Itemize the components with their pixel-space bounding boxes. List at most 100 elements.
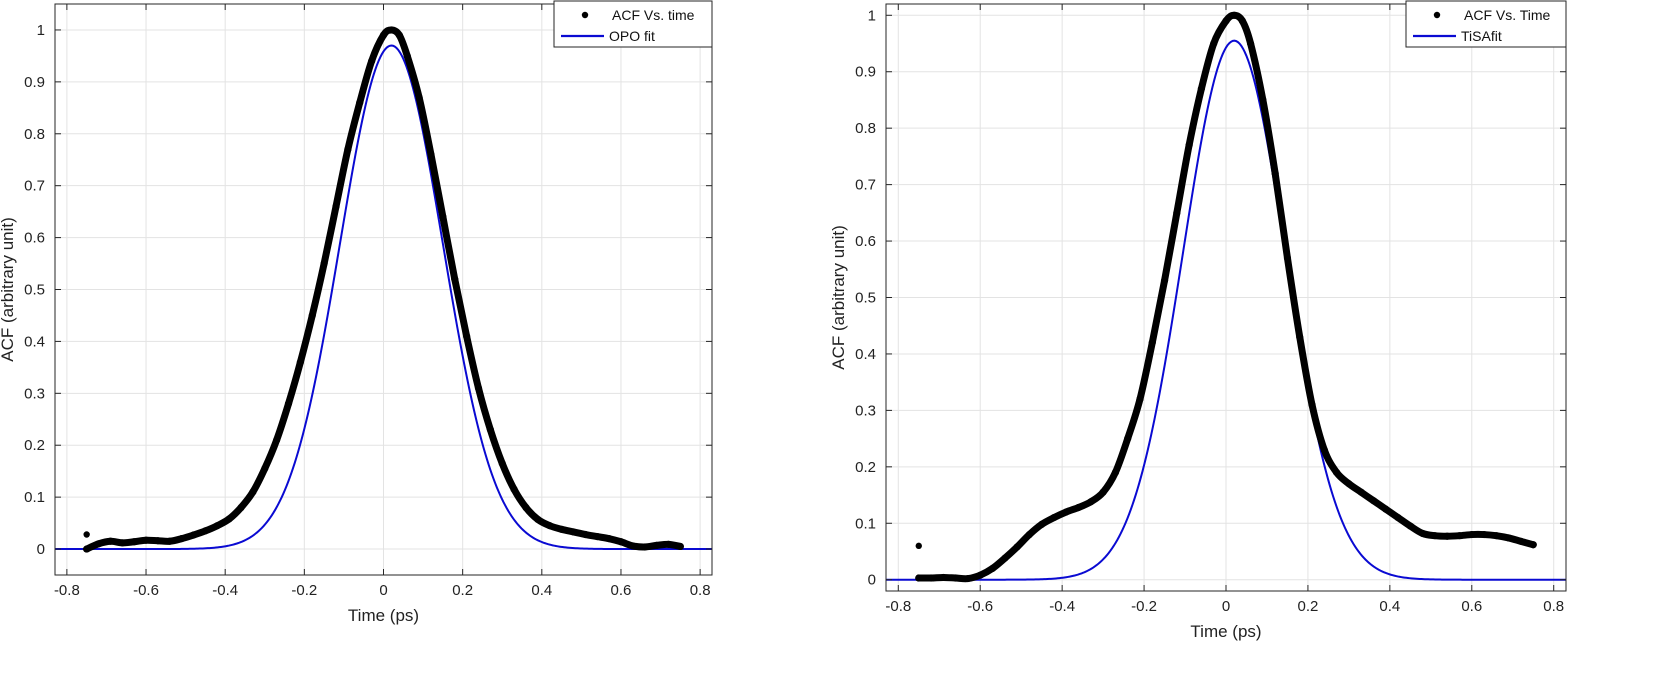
- data-point: [927, 574, 935, 582]
- legend-entry-data: ACF Vs. time: [612, 7, 695, 23]
- grid-lines: [55, 4, 712, 575]
- x-tick-label: 0.8: [1543, 598, 1564, 615]
- x-tick-label: 0.4: [1379, 598, 1400, 615]
- legend-entry-fit: TiSAfit: [1461, 28, 1502, 44]
- data-point: [1246, 39, 1255, 48]
- x-tick-label: -0.2: [291, 582, 317, 599]
- data-point: [237, 503, 245, 512]
- data-point: [1455, 532, 1464, 540]
- y-tick-label: 0.5: [855, 290, 876, 307]
- y-tick-label: 0.8: [24, 126, 45, 143]
- data-point: [178, 535, 186, 543]
- data-point: [1357, 488, 1365, 496]
- data-point: [915, 574, 923, 582]
- data-point: [1419, 529, 1427, 538]
- data-point: [1259, 96, 1267, 104]
- data-point: [976, 571, 984, 579]
- data-point: [546, 522, 554, 530]
- data-point: [403, 52, 411, 60]
- data-point: [439, 213, 447, 221]
- data-point: [1050, 514, 1058, 522]
- x-tick-label: 0: [379, 582, 387, 599]
- data-point: [629, 542, 637, 550]
- data-point: [676, 542, 684, 551]
- data-point: [130, 538, 138, 546]
- y-tick-label: 0.1: [855, 515, 876, 532]
- data-point: [988, 564, 997, 573]
- y-tick-label: 1: [868, 7, 876, 24]
- data-point: [451, 275, 459, 283]
- data-point: [118, 539, 126, 547]
- data-point: [664, 540, 673, 548]
- data-point: [558, 525, 566, 533]
- fit-series-layer: [55, 44, 712, 551]
- y-tick-label: 0.3: [855, 402, 876, 419]
- data-point: [652, 541, 661, 550]
- x-tick-label: 0.6: [611, 582, 632, 599]
- data-point: [1468, 530, 1476, 539]
- y-tick-label: 0.8: [855, 120, 876, 137]
- data-point: [474, 384, 483, 392]
- axis-ticks: -0.8 -0.6 -0.4 -0.2 0 0.2 0.4 0.6 0.8 0 0.1 0.2 0.3 0…: [855, 4, 1566, 615]
- data-point: [581, 530, 589, 539]
- data-point: [498, 459, 506, 467]
- data-point: [368, 57, 376, 65]
- data-point: [1013, 543, 1021, 551]
- y-tick-label: 0.7: [24, 178, 45, 195]
- data-point: [249, 488, 257, 496]
- data-point: [320, 259, 328, 268]
- data-point: [1480, 530, 1488, 539]
- y-tick-label: 0.3: [24, 385, 45, 402]
- data-point: [1382, 505, 1390, 513]
- data-point: [1099, 488, 1107, 496]
- x-tick-label: -0.2: [1131, 598, 1157, 615]
- data-point: [1283, 254, 1292, 262]
- x-tick-label: 0.8: [690, 582, 711, 599]
- data-point: [395, 31, 403, 39]
- legend-marker-dots: [1433, 11, 1441, 19]
- data-point: [1038, 520, 1046, 529]
- data-point: [1148, 339, 1156, 347]
- y-axis-label: ACF (arbitrary unit): [829, 225, 848, 370]
- chart-panel-tisa: -0.8 -0.6 -0.4 -0.2 0 0.2 0.4 0.6 0.8 0 0.1 0.2 0.3 0…: [829, 0, 1567, 641]
- data-point: [1160, 276, 1169, 285]
- data-point: [964, 574, 972, 583]
- data-point: [427, 150, 435, 159]
- x-tick-label: -0.4: [212, 582, 238, 599]
- data-point: [1406, 522, 1414, 530]
- data-point: [1136, 395, 1144, 403]
- data-point: [83, 545, 91, 553]
- data-point: [605, 535, 613, 543]
- data-dots-band: [83, 26, 684, 553]
- legend-marker-dots: [581, 11, 589, 19]
- legend-box: [553, 0, 713, 48]
- y-tick-label: 0.2: [855, 459, 876, 476]
- y-axis-label: ACF (arbitrary unit): [0, 217, 17, 362]
- x-tick-label: 0.2: [1297, 598, 1318, 615]
- data-point: [641, 543, 649, 551]
- data-point: [1431, 532, 1439, 540]
- data-point: [1308, 401, 1316, 409]
- data-point: [1222, 17, 1230, 25]
- data-series-layer: [915, 11, 1537, 583]
- data-point: [939, 573, 947, 582]
- data-point: [1505, 534, 1513, 542]
- data-point: [142, 536, 150, 544]
- data-point: [510, 485, 518, 493]
- data-point: [1230, 11, 1238, 19]
- y-tick-label: 0.4: [855, 346, 876, 363]
- data-point: [356, 99, 364, 107]
- data-point: [94, 540, 103, 548]
- data-point: [1074, 503, 1083, 512]
- y-tick-label: 0: [868, 572, 876, 589]
- data-point: [1517, 537, 1525, 545]
- data-point: [1492, 532, 1500, 540]
- x-tick-label: 0.4: [531, 582, 552, 599]
- data-point: [415, 93, 423, 102]
- data-point: [213, 522, 221, 530]
- x-tick-label: -0.8: [54, 582, 80, 599]
- grid-lines: [886, 4, 1566, 591]
- x-tick-label: -0.4: [1049, 598, 1075, 615]
- data-point: [1320, 446, 1328, 454]
- data-point: [261, 464, 269, 473]
